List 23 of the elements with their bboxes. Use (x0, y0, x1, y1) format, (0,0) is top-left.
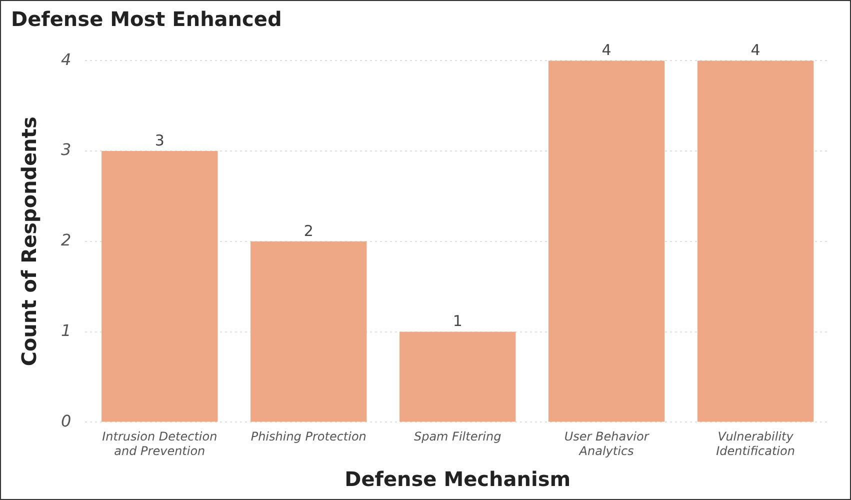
y-tick-label: 0 (60, 411, 72, 430)
x-tick-label: Spam Filtering (414, 430, 502, 444)
x-axis-title: Defense Mechanism (344, 467, 571, 492)
data-label: 4 (750, 40, 760, 59)
x-tick-label: Vulnerability Identification (716, 430, 795, 458)
y-axis-title: Count of Respondents (17, 116, 42, 366)
bar (697, 60, 814, 422)
x-tick-label: Phishing Protection (250, 430, 366, 444)
y-tick-label: 4 (60, 50, 72, 69)
y-tick-label: 2 (60, 230, 72, 250)
y-tick-label: 3 (60, 140, 72, 160)
x-tick-label: User Behavior Analytics (564, 430, 650, 458)
bar (102, 151, 218, 422)
y-tick-label: 1 (60, 320, 72, 340)
chart-title: Defense Most Enhanced (11, 7, 282, 31)
data-label: 2 (304, 222, 314, 240)
data-label: 1 (452, 312, 462, 330)
x-tick-label: Intrusion Detection and Prevention (102, 430, 218, 458)
bar (399, 332, 516, 422)
bar (250, 241, 367, 422)
data-label: 4 (602, 40, 612, 59)
bar (548, 60, 665, 422)
data-label: 3 (154, 131, 164, 150)
